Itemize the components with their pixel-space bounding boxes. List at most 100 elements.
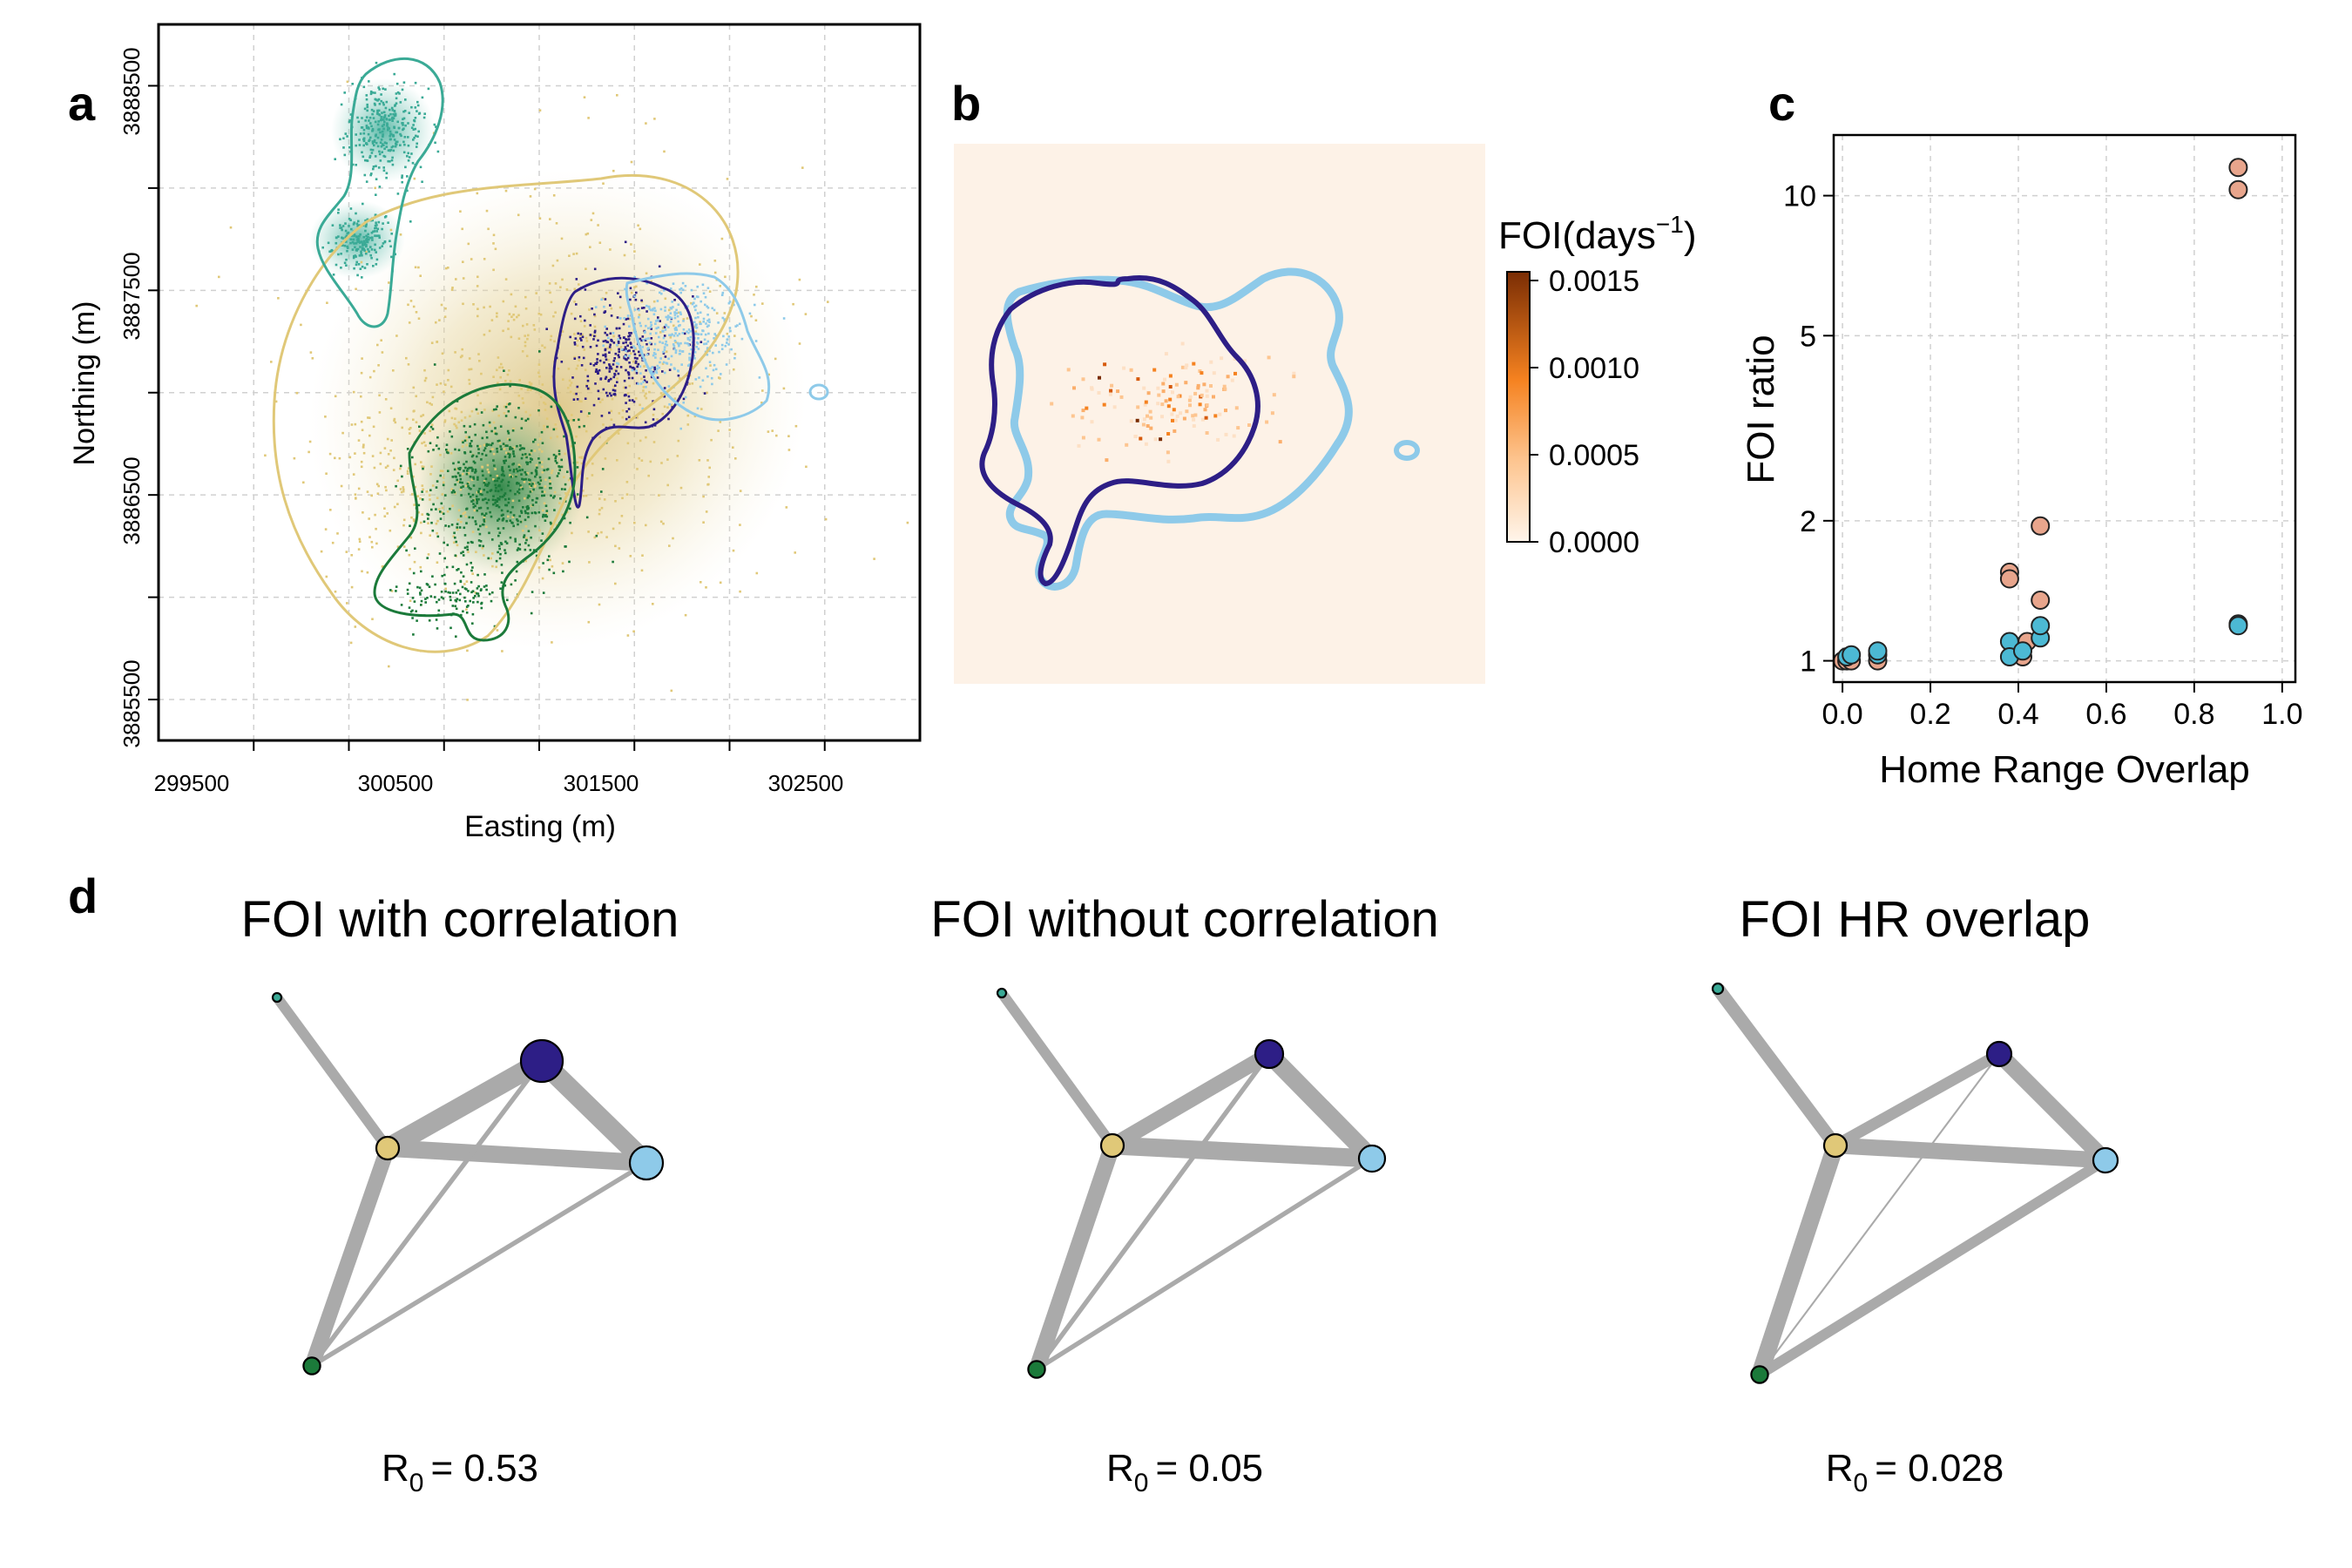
- gold-location: [302, 481, 305, 484]
- green-location: [562, 570, 564, 573]
- lightblue-location: [688, 339, 692, 341]
- gold-location: [794, 551, 796, 554]
- foi-cell: [1196, 383, 1200, 388]
- gold-location: [528, 381, 531, 384]
- lightblue-location: [678, 333, 681, 335]
- lightblue-location: [628, 325, 631, 328]
- teal-location: [353, 221, 355, 225]
- teal-location: [382, 87, 384, 91]
- gold-location: [629, 352, 632, 355]
- teal-location: [341, 244, 343, 247]
- purple-location: [576, 398, 579, 401]
- gold-location: [614, 544, 617, 548]
- teal-location: [365, 244, 368, 247]
- foi-cell: [1173, 418, 1178, 422]
- gold-location: [551, 641, 553, 644]
- teal-location: [362, 240, 365, 243]
- gold-location: [526, 337, 529, 341]
- teal-location: [386, 124, 389, 127]
- gold-location: [700, 408, 703, 410]
- teal-location: [368, 156, 371, 159]
- lightblue-location: [680, 363, 683, 366]
- c-ytick-label: 2: [1800, 505, 1816, 538]
- lightblue-location: [666, 343, 669, 347]
- gold-location: [375, 483, 379, 486]
- a-xtick-1: 299500: [154, 770, 230, 796]
- gold-location: [598, 509, 601, 511]
- gold-location: [706, 483, 709, 486]
- green-location: [521, 477, 524, 481]
- green-location: [497, 534, 500, 537]
- gold-location: [524, 335, 526, 337]
- foi-cell: [1175, 414, 1179, 418]
- gold-location: [612, 169, 615, 172]
- gold-location: [774, 357, 777, 361]
- green-location: [453, 531, 456, 535]
- green-location: [489, 490, 492, 492]
- gold-location: [422, 465, 425, 469]
- teal-location: [364, 241, 367, 245]
- gold-location: [436, 561, 439, 564]
- green-location: [569, 521, 571, 524]
- green-location: [468, 492, 470, 496]
- purple-location: [658, 265, 661, 268]
- gold-location: [399, 233, 402, 236]
- green-location: [436, 480, 439, 483]
- teal-location: [406, 154, 409, 158]
- a-ytick-1: 3885500: [118, 659, 145, 747]
- purple-location: [625, 338, 627, 341]
- purple-location: [645, 381, 648, 383]
- gold-location: [409, 536, 413, 539]
- gold-location: [393, 419, 395, 422]
- gold-location: [451, 504, 454, 507]
- teal-location: [410, 105, 413, 109]
- green-location: [500, 543, 504, 545]
- lightblue-location: [713, 308, 716, 312]
- green-location: [544, 504, 548, 507]
- green-location: [471, 566, 474, 569]
- purple-location: [572, 398, 576, 401]
- green-location: [480, 606, 483, 610]
- teal-location: [389, 134, 391, 138]
- lightblue-location: [666, 318, 669, 321]
- gold-location: [461, 445, 464, 448]
- teal-location: [356, 116, 359, 119]
- lightblue-location: [664, 309, 666, 312]
- lightblue-location: [667, 326, 670, 328]
- purple-location: [589, 362, 592, 365]
- foi-cell: [1292, 371, 1296, 375]
- gold-location: [480, 372, 483, 375]
- green-location: [536, 466, 538, 470]
- lightblue-location: [729, 329, 732, 333]
- teal-location: [365, 116, 368, 118]
- lightblue-location: [645, 337, 647, 341]
- gold-location: [598, 497, 601, 500]
- foi-cell: [1168, 385, 1173, 389]
- green-location: [475, 470, 477, 473]
- gold-location: [537, 371, 540, 375]
- gold-location: [476, 275, 479, 279]
- gold-location: [497, 356, 500, 359]
- green-location: [534, 524, 537, 528]
- purple-location: [592, 403, 596, 407]
- gold-location: [417, 317, 421, 320]
- green-location: [482, 544, 484, 548]
- green-location: [479, 540, 483, 543]
- green-location: [482, 474, 484, 477]
- gold-location: [502, 329, 504, 333]
- gold-location: [548, 282, 551, 285]
- green-location: [452, 489, 455, 492]
- gold-location: [667, 308, 671, 312]
- foi-cell: [1270, 411, 1274, 416]
- teal-location: [394, 145, 397, 148]
- gold-location: [713, 260, 717, 262]
- teal-location: [383, 216, 387, 219]
- gold-location: [556, 259, 559, 262]
- lightblue-location: [706, 287, 710, 289]
- lightblue-location: [736, 324, 739, 327]
- gold-location: [533, 449, 537, 452]
- green-location: [474, 520, 477, 523]
- gold-location: [431, 484, 435, 487]
- gold-location: [401, 426, 403, 429]
- purple-location: [578, 355, 581, 359]
